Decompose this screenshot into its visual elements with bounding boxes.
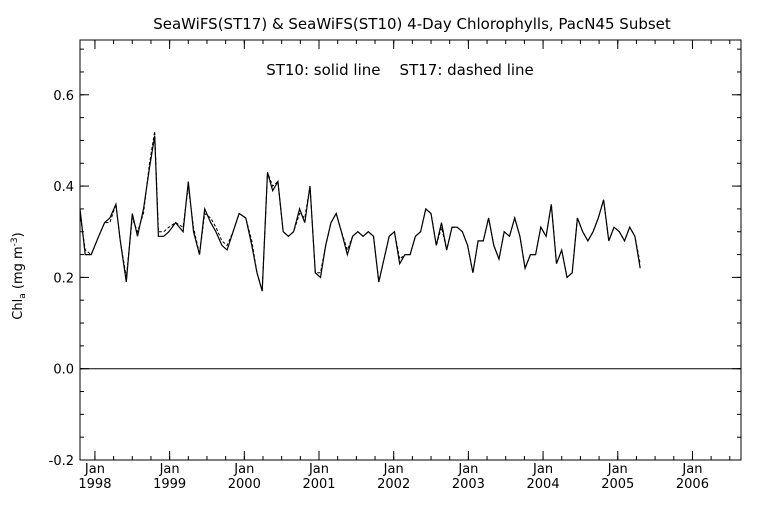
x-tick-year: 2002 xyxy=(377,477,410,492)
x-tick-month: Jan xyxy=(457,462,478,477)
x-tick-year: 1998 xyxy=(78,477,111,492)
y-axis-label-superscript: -3 xyxy=(10,237,20,246)
x-tick-year: 2000 xyxy=(228,477,261,492)
series-line-st17 xyxy=(79,131,641,292)
y-axis-label-units: (mg m xyxy=(11,246,26,293)
x-tick-year: 2004 xyxy=(527,477,560,492)
y-tick-label: 0.0 xyxy=(53,363,74,378)
x-tick-month: Jan xyxy=(308,462,329,477)
y-tick-label: -0.2 xyxy=(49,454,74,469)
x-tick-year: 2006 xyxy=(676,477,709,492)
y-tick-label: 0.6 xyxy=(53,89,74,104)
y-tick-label: 0.2 xyxy=(53,271,74,286)
x-tick-month: Jan xyxy=(233,462,254,477)
x-tick-year: 2003 xyxy=(452,477,485,492)
x-tick-month: Jan xyxy=(607,462,628,477)
y-axis-label-base: Chl xyxy=(11,299,26,320)
legend-annotation: ST10: solid line ST17: dashed line xyxy=(266,61,534,79)
series-line-st10 xyxy=(79,135,641,292)
x-tick-month: Jan xyxy=(532,462,553,477)
y-axis-label-subscript: a xyxy=(18,293,28,299)
y-axis-label: Chla (mg m-3) xyxy=(10,232,28,319)
y-tick-label: 0.4 xyxy=(53,180,74,195)
plot-frame xyxy=(79,39,742,461)
x-tick-month: Jan xyxy=(383,462,404,477)
axes: -0.20.00.20.40.6Jan1998Jan1999Jan2000Jan… xyxy=(49,40,741,492)
x-tick-year: 2005 xyxy=(601,477,634,492)
series-group xyxy=(79,131,641,292)
x-tick-month: Jan xyxy=(84,462,105,477)
x-tick-month: Jan xyxy=(159,462,180,477)
chart-title: SeaWiFS(ST17) & SeaWiFS(ST10) 4-Day Chlo… xyxy=(153,15,671,33)
x-tick-year: 2001 xyxy=(302,477,335,492)
y-axis-label-close: ) xyxy=(11,232,26,237)
x-tick-year: 1999 xyxy=(153,477,186,492)
x-tick-month: Jan xyxy=(681,462,702,477)
